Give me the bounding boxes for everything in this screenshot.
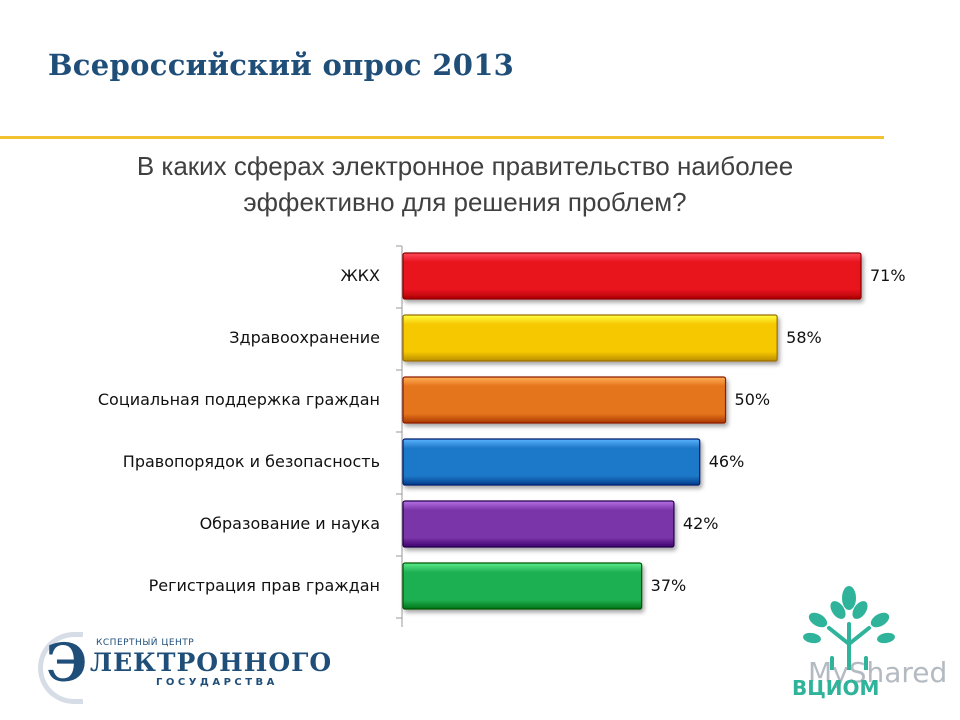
value-label: 71% (870, 266, 906, 285)
bar-5 (402, 500, 675, 548)
logo-big-letter: Э (46, 633, 88, 694)
value-label: 46% (709, 452, 745, 471)
category-label: Образование и наука (200, 514, 380, 533)
category-label: Регистрация прав граждан (149, 576, 380, 595)
expert-center-logo: Э КСПЕРТНЫЙ ЦЕНТР ЛЕКТРОННОГО ГОСУДАРСТВ… (38, 630, 331, 704)
value-label: 37% (651, 576, 687, 595)
logo-text-line3: ГОСУДАРСТВА (156, 677, 278, 688)
tree-icon (803, 586, 895, 670)
logo-text-line1: КСПЕРТНЫЙ ЦЕНТР (96, 638, 195, 648)
category-label: Правопорядок и безопасность (123, 452, 380, 471)
bar-6 (402, 562, 643, 610)
category-label: Здравоохранение (229, 328, 380, 347)
logo-text-line2: ЛЕКТРОННОГО (90, 648, 333, 677)
value-label: 50% (735, 390, 771, 409)
value-label: 58% (786, 328, 822, 347)
slide-title: Всероссийский опрос 2013 (48, 48, 515, 82)
bar-3 (402, 376, 727, 424)
category-label: ЖКХ (340, 266, 380, 285)
bar-chart: ЖКХ 71% Здравоохранение 58% Социальная подде… (98, 245, 906, 627)
category-label: Социальная поддержка граждан (98, 390, 380, 409)
vciom-brand-text: ВЦИОМ (792, 676, 880, 700)
chart-question: В каких сферах электронное правительство… (136, 151, 794, 217)
vciom-logo: MyShared ВЦИОМ (764, 584, 947, 704)
bar-2 (402, 314, 778, 362)
logo-arc-shape (38, 632, 83, 704)
bar-1 (402, 252, 862, 300)
watermark-text: MyShared (808, 656, 948, 689)
value-label: 42% (683, 514, 719, 533)
title-divider (0, 136, 884, 139)
bar-4 (402, 438, 701, 486)
